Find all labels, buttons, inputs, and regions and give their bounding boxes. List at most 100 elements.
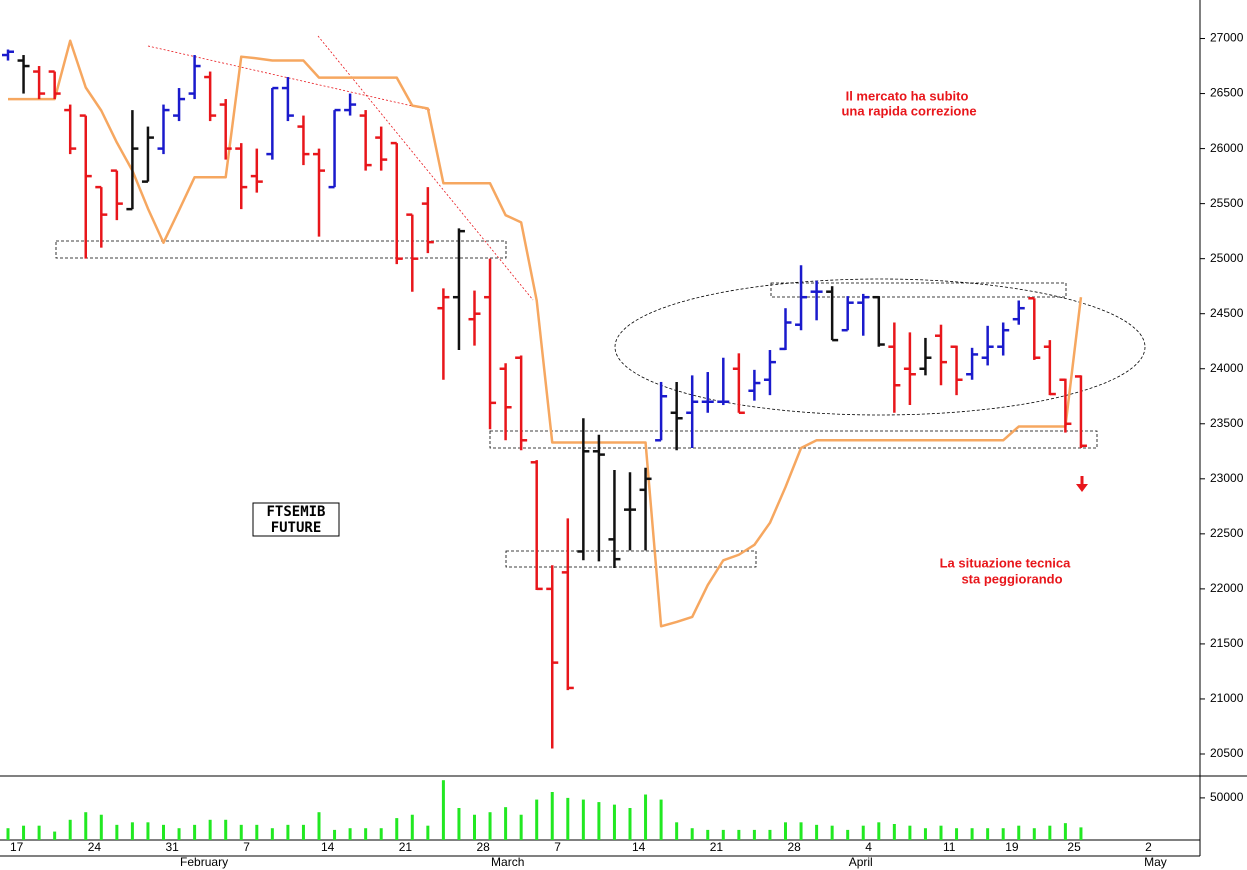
volume-bar bbox=[22, 825, 26, 840]
trend-line bbox=[317, 35, 534, 301]
annotation: sta peggiorando bbox=[961, 571, 1062, 586]
month-label: April bbox=[849, 855, 873, 869]
dashed-box bbox=[489, 430, 1098, 449]
volume-bar bbox=[84, 812, 88, 840]
volume-bar bbox=[130, 822, 134, 840]
volume-bar bbox=[410, 814, 414, 840]
volume-bar bbox=[1017, 825, 1021, 840]
y-tick-label: 25500 bbox=[1210, 196, 1244, 210]
volume-bar bbox=[1001, 828, 1005, 840]
volume-bar bbox=[721, 829, 725, 840]
volume-bar bbox=[986, 828, 990, 840]
y-tick-label: 25000 bbox=[1210, 251, 1244, 265]
volume-bar bbox=[535, 799, 539, 840]
volume-bar bbox=[146, 822, 150, 840]
y-tick-label: 23500 bbox=[1210, 416, 1244, 430]
volume-bar bbox=[955, 828, 959, 840]
label-box-text: FTSEMIB bbox=[266, 504, 325, 520]
dashed-box bbox=[55, 240, 507, 259]
volume-bar bbox=[690, 828, 694, 840]
volume-bar bbox=[255, 824, 259, 840]
volume-bar bbox=[68, 819, 72, 840]
volume-bar bbox=[1048, 825, 1052, 840]
volume-bar bbox=[239, 824, 243, 840]
annotation: una rapida correzione bbox=[841, 103, 976, 118]
volume-bar bbox=[115, 824, 119, 840]
volume-bar bbox=[644, 794, 648, 840]
volume-bar bbox=[379, 828, 383, 840]
volume-bar bbox=[488, 812, 492, 840]
x-tick-label: 25 bbox=[1067, 840, 1081, 854]
annotation: La situazione tecnica bbox=[940, 555, 1072, 570]
volume-bar bbox=[768, 829, 772, 840]
down-arrow bbox=[1076, 476, 1088, 492]
x-tick-label: 24 bbox=[88, 840, 102, 854]
volume-bar bbox=[364, 828, 368, 840]
volume-bar bbox=[37, 825, 41, 840]
x-tick-label: 17 bbox=[10, 840, 24, 854]
label-box bbox=[252, 502, 340, 537]
volume-bar bbox=[1063, 823, 1067, 840]
x-tick-label: 19 bbox=[1005, 840, 1019, 854]
volume-bar bbox=[519, 814, 523, 840]
x-tick-label: 2 bbox=[1145, 840, 1152, 854]
x-tick-label: 4 bbox=[865, 840, 872, 854]
volume-bar bbox=[193, 824, 197, 840]
y-tick-label: 24500 bbox=[1210, 306, 1244, 320]
volume-bar bbox=[1032, 828, 1036, 840]
volume-bar bbox=[706, 829, 710, 840]
volume-bar bbox=[581, 799, 585, 840]
volume-bar bbox=[861, 825, 865, 840]
volume-bar bbox=[737, 829, 741, 840]
volume-bar bbox=[877, 822, 881, 840]
volume-bar bbox=[473, 814, 476, 840]
volume-bar bbox=[1079, 827, 1083, 840]
dashed-box bbox=[505, 550, 757, 568]
volume-bar bbox=[426, 825, 430, 840]
volume-bar bbox=[675, 822, 679, 840]
x-tick-label: 7 bbox=[554, 840, 561, 854]
y-tick-label: 26000 bbox=[1210, 141, 1244, 155]
volume-bar bbox=[799, 822, 803, 840]
volume-bar bbox=[892, 824, 896, 840]
volume-bar bbox=[348, 828, 352, 840]
volume-bar bbox=[939, 825, 943, 840]
volume-bar bbox=[317, 812, 321, 840]
volume-bar bbox=[177, 828, 181, 840]
month-label: February bbox=[180, 855, 228, 869]
overlay-line bbox=[8, 39, 1083, 628]
x-tick-label: 31 bbox=[166, 840, 180, 854]
volume-bar bbox=[504, 807, 508, 840]
y-tick-label: 21000 bbox=[1210, 691, 1244, 705]
volume-bar bbox=[6, 828, 10, 840]
x-tick-label: 14 bbox=[632, 840, 646, 854]
month-label: May bbox=[1144, 855, 1167, 869]
dashed-box bbox=[770, 282, 1067, 298]
volume-bar bbox=[659, 799, 663, 840]
volume-bar bbox=[441, 780, 445, 840]
y-tick-label: 50000 bbox=[1210, 790, 1244, 804]
volume-bar bbox=[612, 804, 616, 840]
y-tick-label: 20500 bbox=[1210, 746, 1244, 760]
arrow-head bbox=[1076, 484, 1088, 492]
y-tick-label: 24000 bbox=[1210, 361, 1244, 375]
annotation: Il mercato ha subito bbox=[846, 88, 969, 103]
volume-bar bbox=[99, 814, 103, 840]
volume-bar bbox=[301, 824, 305, 840]
volume-bar bbox=[597, 802, 601, 840]
volume-bar bbox=[566, 797, 570, 840]
label-box-text: FUTURE bbox=[271, 520, 322, 536]
y-tick-label: 21500 bbox=[1210, 636, 1244, 650]
x-tick-label: 21 bbox=[710, 840, 724, 854]
x-tick-label: 21 bbox=[399, 840, 413, 854]
volume-bar bbox=[923, 828, 927, 840]
x-tick-label: 11 bbox=[943, 840, 956, 854]
volume-bar bbox=[395, 818, 399, 840]
volume-bar bbox=[846, 829, 850, 840]
volume-bar bbox=[162, 824, 165, 840]
y-tick-label: 23000 bbox=[1210, 471, 1244, 485]
y-tick-label: 22000 bbox=[1210, 581, 1244, 595]
volume-bar bbox=[550, 792, 554, 840]
volume-bar bbox=[224, 819, 228, 840]
